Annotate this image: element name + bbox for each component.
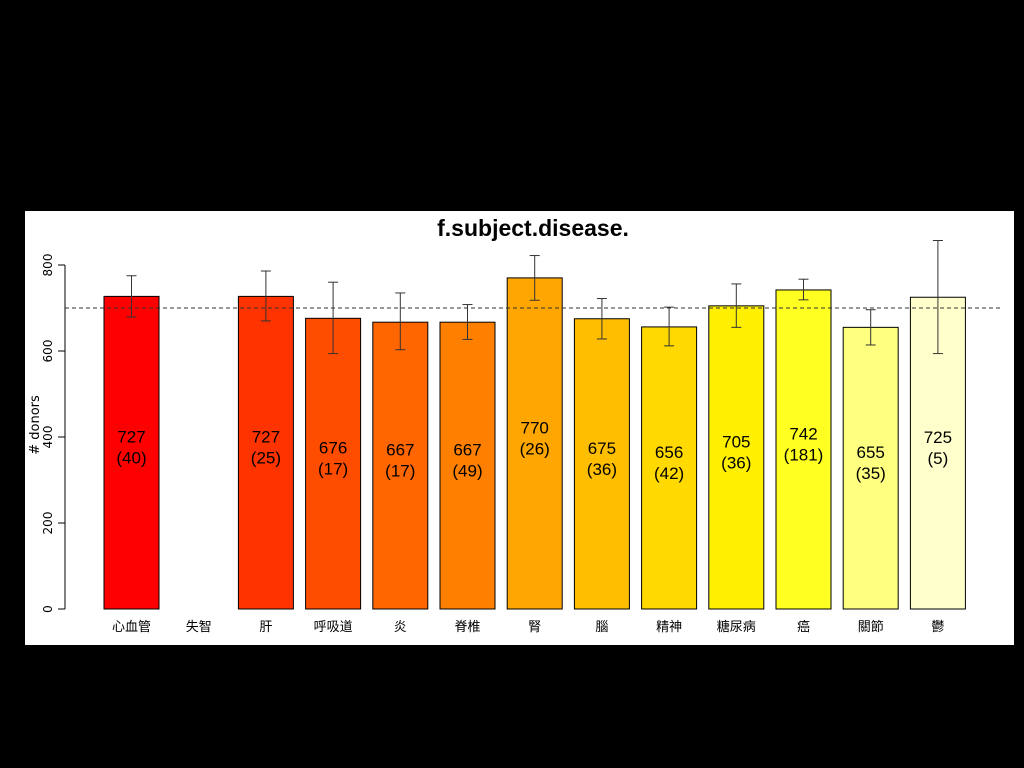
x-category-label: 鬱 xyxy=(931,620,944,635)
bar-value-label: 667 xyxy=(386,441,414,460)
bar-count-label: (26) xyxy=(520,439,550,458)
bar-count-label: (42) xyxy=(654,464,684,483)
bar xyxy=(237,295,294,610)
bar xyxy=(103,295,160,610)
bar-count-label: (40) xyxy=(116,449,146,468)
data-labels: 727 (40) 727 (25) 676 (17) 667 (17) 667 (49) 770 (2… xyxy=(116,418,952,483)
bar-count-label: (36) xyxy=(721,453,751,472)
bar xyxy=(506,277,563,610)
bar-count-label: (5) xyxy=(928,449,949,468)
bar-value-label: 705 xyxy=(722,432,750,451)
bar-value-label: 742 xyxy=(789,424,817,443)
y-axis-label: # donors xyxy=(28,395,43,455)
bar-value-label: 725 xyxy=(924,428,952,447)
bar-count-label: (17) xyxy=(318,460,348,479)
plot-panel: f.subject.disease. # donors 0 200 400 600 80… xyxy=(25,211,1014,645)
y-tick-label: 600 xyxy=(41,340,55,363)
bar-value-label: 667 xyxy=(453,441,481,460)
bar-value-label: 770 xyxy=(521,418,549,437)
x-category-label: 癌 xyxy=(797,619,810,635)
x-category-label: 炎 xyxy=(394,620,407,635)
x-category-label: 腎 xyxy=(528,620,541,635)
y-tick-label: 800 xyxy=(41,254,55,277)
y-tick-label: 200 xyxy=(41,512,55,535)
chart-title: f.subject.disease. xyxy=(437,215,629,241)
x-category-label: 肝 xyxy=(259,620,272,635)
x-category-label: 脊椎 xyxy=(454,620,480,635)
bar-value-label: 727 xyxy=(117,428,145,447)
bar xyxy=(641,326,698,610)
bar xyxy=(842,326,899,610)
x-category-label: 關節 xyxy=(858,620,884,635)
bar-count-label: (36) xyxy=(587,460,617,479)
bar-count-label: (181) xyxy=(784,445,824,464)
x-category-label: 糖尿病 xyxy=(717,619,756,635)
x-axis-labels: 心血管 失智 肝 呼吸道 炎 脊椎 腎 腦 精神 糖尿病 癌 關節 鬱 xyxy=(112,619,944,635)
bar-value-label: 655 xyxy=(857,443,885,462)
y-tick-label: 0 xyxy=(41,605,55,613)
bar-value-label: 675 xyxy=(588,439,616,458)
x-category-label: 精神 xyxy=(656,620,682,635)
x-category-label: 失智 xyxy=(186,620,212,635)
bar xyxy=(573,318,630,610)
bar-value-label: 676 xyxy=(319,439,347,458)
x-category-label: 腦 xyxy=(595,620,608,635)
x-category-label: 心血管 xyxy=(112,620,151,635)
bar-value-label: 656 xyxy=(655,443,683,462)
y-axis: 0 200 400 600 800 xyxy=(41,254,66,613)
bar xyxy=(305,317,362,610)
error-bars xyxy=(126,239,943,355)
bar-chart: f.subject.disease. # donors 0 200 400 600 80… xyxy=(28,215,1000,635)
bars xyxy=(103,277,966,610)
bar-count-label: (17) xyxy=(385,462,415,481)
bar-count-label: (35) xyxy=(856,464,886,483)
bar xyxy=(708,305,765,610)
bar-count-label: (25) xyxy=(251,449,281,468)
y-tick-label: 400 xyxy=(41,426,55,449)
bar-count-label: (49) xyxy=(452,462,482,481)
bar-value-label: 727 xyxy=(252,428,280,447)
x-category-label: 呼吸道 xyxy=(314,620,353,635)
